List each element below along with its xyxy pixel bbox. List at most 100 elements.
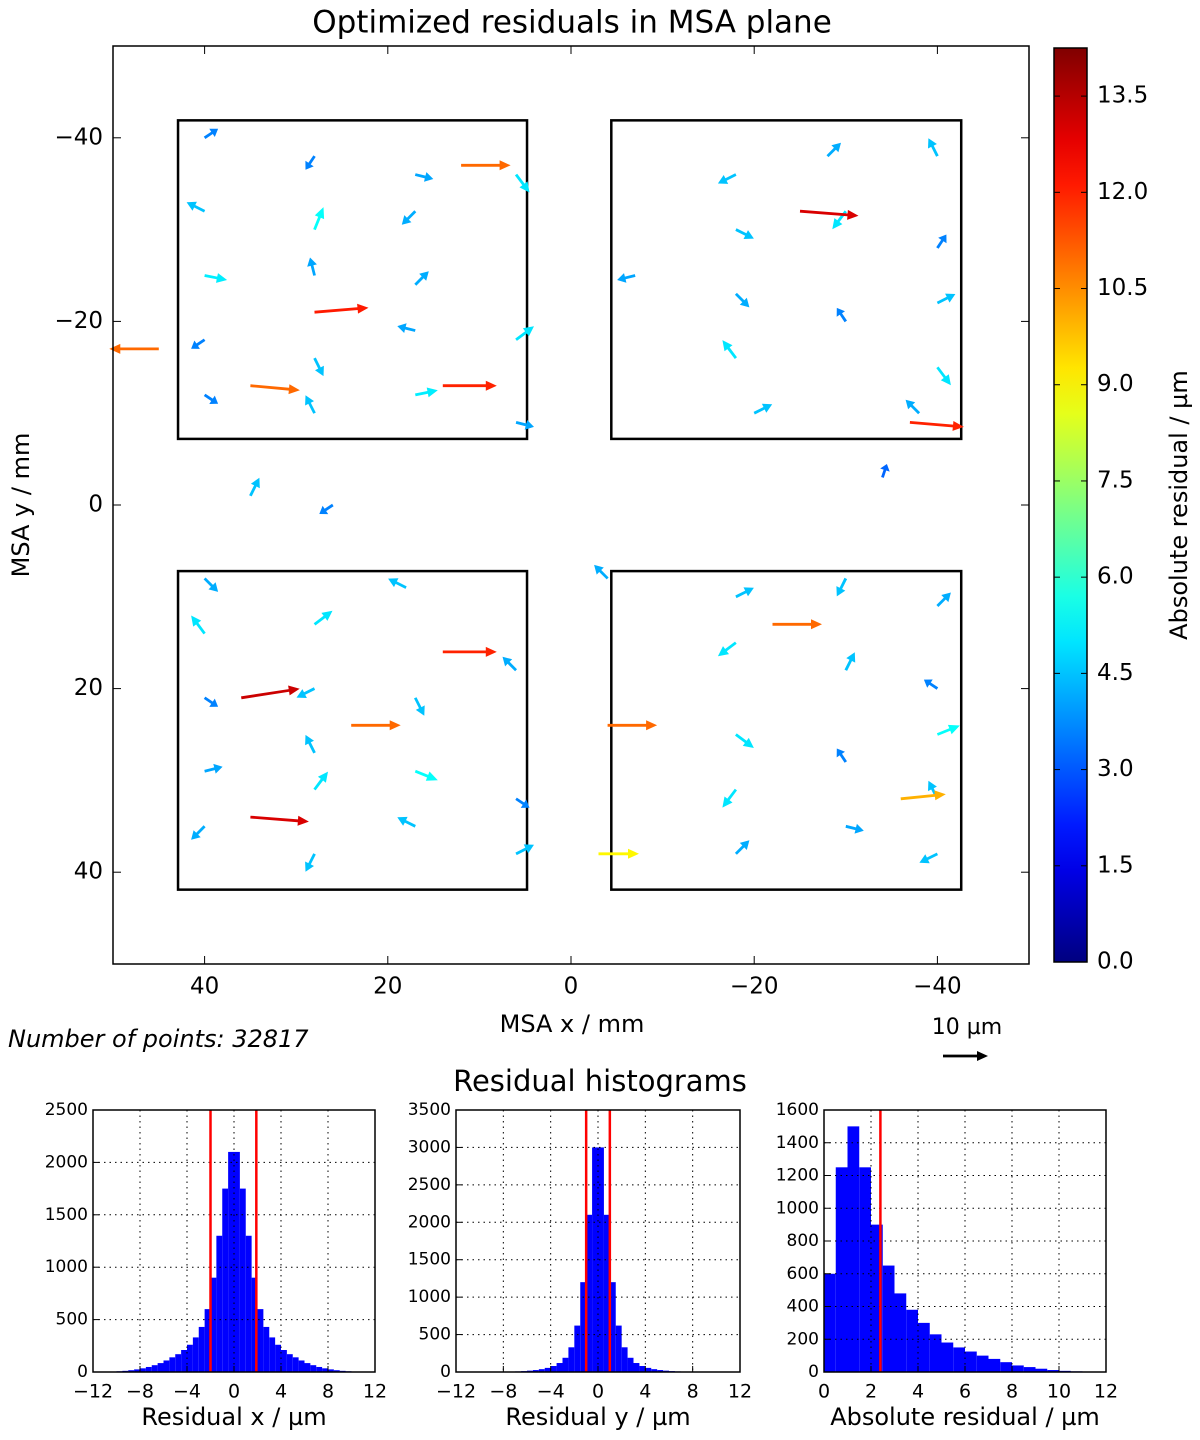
residual-arrow xyxy=(734,840,750,855)
residual-arrow xyxy=(936,366,951,386)
histogram-bar xyxy=(1000,1362,1012,1372)
histogram-bar xyxy=(157,1363,164,1372)
quadrant-box xyxy=(176,119,529,441)
histogram-bar xyxy=(198,1326,205,1372)
residual-arrow xyxy=(735,733,754,748)
histogram-bar xyxy=(210,1277,217,1372)
histogram-bar xyxy=(824,1273,836,1372)
residual-arrow xyxy=(186,201,206,213)
histogram-bar xyxy=(286,1354,293,1372)
histogram-bar xyxy=(222,1188,229,1372)
histogram-bar xyxy=(580,1282,587,1372)
residual-arrow xyxy=(753,403,773,415)
y-tick-label: 0 xyxy=(440,1362,451,1382)
histogram-bar xyxy=(245,1235,252,1372)
x-tick-label: −4 xyxy=(537,1381,565,1403)
quadrant-box xyxy=(610,569,963,891)
residual-arrow xyxy=(414,697,425,716)
histogram-bar xyxy=(918,1322,930,1372)
y-tick-label: 400 xyxy=(787,1297,819,1317)
y-tick-label: 40 xyxy=(74,859,103,885)
residual-arrow xyxy=(919,852,938,864)
residual-arrow xyxy=(401,210,417,225)
x-tick-label: −40 xyxy=(913,974,962,1000)
histogram-bar xyxy=(310,1365,317,1372)
histogram-bar xyxy=(871,1224,883,1372)
y-tick-label: 600 xyxy=(787,1264,819,1284)
histogram-bar xyxy=(906,1309,918,1372)
y-tick-label: 500 xyxy=(56,1310,88,1330)
residual-arrow xyxy=(305,734,316,754)
x-tick-label: 0 xyxy=(564,974,579,1000)
colorbar-tick-label: 10.5 xyxy=(1097,275,1148,301)
x-tick-label: 12 xyxy=(363,1381,387,1403)
x-tick-label: 4 xyxy=(912,1381,924,1403)
x-tick-label: 0 xyxy=(228,1381,240,1403)
x-tick-label: −8 xyxy=(126,1381,154,1403)
colorbar-tick-label: 3.0 xyxy=(1097,756,1134,782)
residual-arrow xyxy=(936,293,956,305)
y-tick-label: 0 xyxy=(88,492,103,518)
x-tick-label: 0 xyxy=(592,1381,604,1403)
y-tick-label: 500 xyxy=(419,1325,451,1345)
quiver-key-label: 10 µm xyxy=(932,1015,1002,1040)
colorbar xyxy=(1053,47,1088,963)
y-tick-label: 1500 xyxy=(408,1250,451,1270)
histogram-bar xyxy=(976,1355,989,1372)
annotation: Number of points: 32817 xyxy=(8,1025,309,1053)
residual-arrow xyxy=(296,687,316,698)
residual-arrow xyxy=(936,724,960,736)
x-tick-label: 6 xyxy=(959,1381,971,1403)
x-tick-label: 4 xyxy=(275,1381,287,1403)
residual-arrow xyxy=(826,142,841,158)
histogram-bar xyxy=(169,1357,176,1372)
histogram-bar xyxy=(645,1367,652,1372)
y-tick-label: 3500 xyxy=(408,1100,451,1120)
residual-arrow xyxy=(307,257,317,276)
x-tick-label: 0 xyxy=(818,1381,830,1403)
histogram-bar xyxy=(621,1347,628,1372)
histogram-bar xyxy=(204,1309,211,1372)
residual-arrow xyxy=(735,587,754,599)
colorbar-label: Absolute residual / µm xyxy=(1165,370,1193,640)
residual-arrow xyxy=(397,323,416,333)
histogram-bar xyxy=(929,1334,942,1372)
residual-arrow xyxy=(203,128,219,139)
histogram-bar xyxy=(275,1344,281,1372)
quadrant-box xyxy=(610,119,963,441)
x-tick-label: −20 xyxy=(730,974,779,1000)
x-tick-label: 12 xyxy=(1094,1381,1118,1403)
y-axis-label: MSA y / mm xyxy=(7,433,35,578)
y-tick-label: 200 xyxy=(787,1329,819,1349)
residual-arrow xyxy=(191,338,206,349)
y-tick-label: 0 xyxy=(808,1362,819,1382)
residual-arrow xyxy=(313,610,333,626)
residual-arrow xyxy=(203,577,219,592)
colorbar-tick-label: 13.5 xyxy=(1097,83,1148,109)
residual-arrow xyxy=(502,656,517,672)
residual-arrow xyxy=(109,343,159,354)
histogram-bar xyxy=(953,1347,965,1372)
residual-arrow xyxy=(594,564,609,580)
histogram-bar xyxy=(627,1357,634,1372)
histogram-bar xyxy=(633,1363,640,1372)
x-tick-label: −12 xyxy=(436,1381,476,1403)
y-tick-label: −40 xyxy=(54,124,103,150)
residual-arrow xyxy=(900,790,946,801)
residual-arrow xyxy=(515,844,534,856)
y-tick-label: 2000 xyxy=(408,1212,451,1232)
histogram-bar xyxy=(651,1369,658,1372)
residual-arrow xyxy=(414,271,429,286)
histogram-bar xyxy=(639,1366,646,1372)
histogram-bar xyxy=(568,1347,575,1372)
residual-arrow xyxy=(722,340,737,359)
histogram-bar xyxy=(163,1360,170,1372)
x-tick-label: 8 xyxy=(687,1381,699,1403)
residual-arrow xyxy=(313,207,325,231)
residual-arrow xyxy=(836,307,847,323)
residual-arrow xyxy=(351,720,401,731)
residual-arrow xyxy=(928,138,939,157)
histogram-bar xyxy=(281,1349,287,1372)
histogram-bar xyxy=(304,1363,311,1372)
